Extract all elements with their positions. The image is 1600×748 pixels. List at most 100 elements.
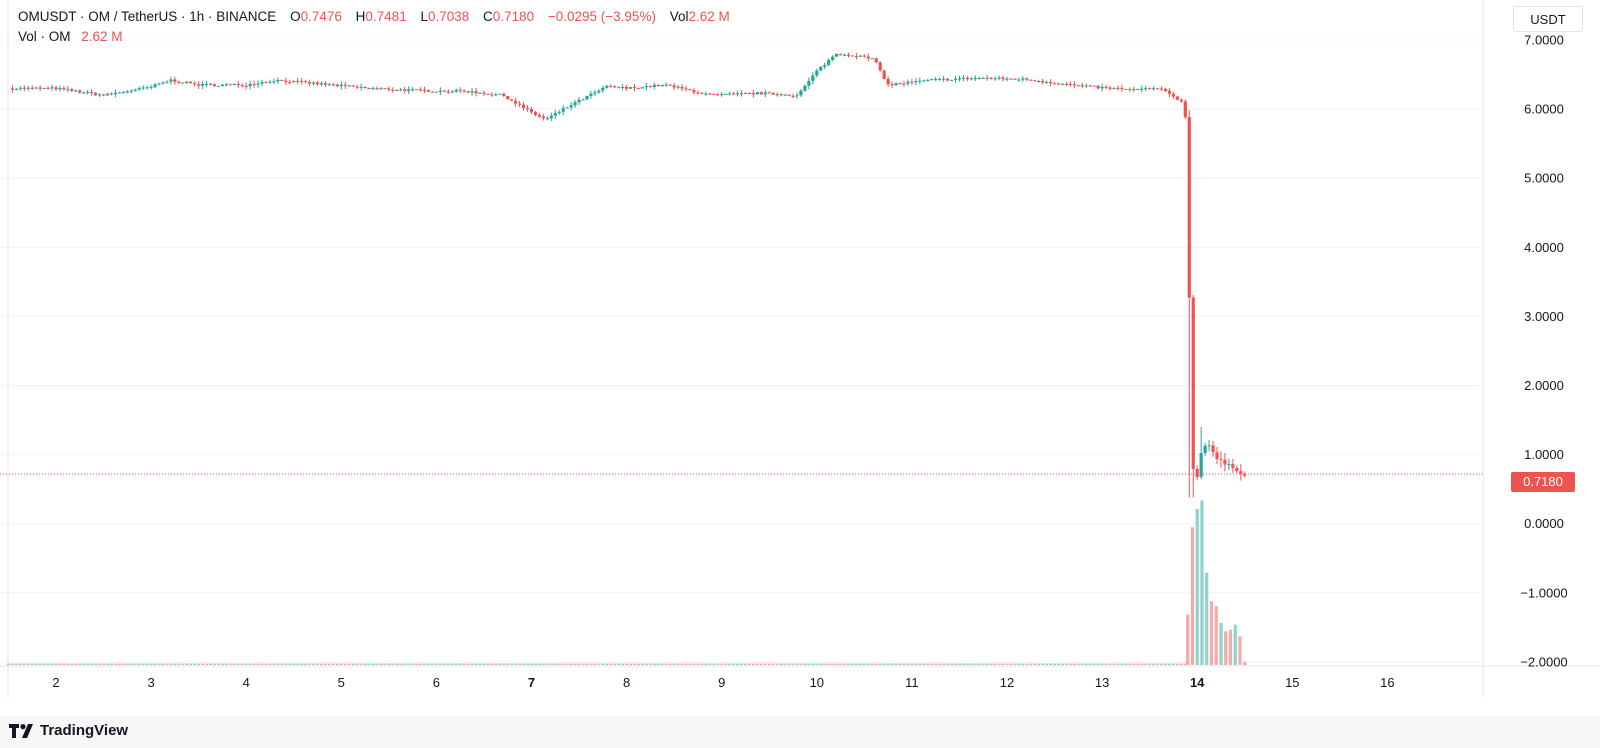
candle-body [1215, 452, 1219, 459]
candle-body [363, 86, 367, 88]
volume-bar [854, 663, 858, 665]
volume-bar [137, 663, 141, 665]
candle-body [997, 77, 1001, 79]
candle-body [787, 94, 791, 96]
volume-bar [490, 663, 494, 665]
candle-body [232, 83, 236, 85]
candle-body [700, 92, 704, 94]
volume-bar [1005, 663, 1009, 665]
tradingview-logo[interactable]: TradingView [9, 722, 128, 739]
candle-body [521, 104, 526, 108]
x-tick-label: 9 [718, 675, 725, 690]
candle-body [914, 81, 918, 83]
volume-bar [1025, 663, 1029, 665]
volume-bar [843, 663, 847, 665]
volume-bar [961, 663, 965, 665]
candle-body [78, 90, 82, 93]
volume-bar [732, 663, 736, 665]
volume-bar [549, 663, 553, 665]
candle-body [141, 87, 145, 89]
candle-body [379, 88, 383, 90]
volume-bar [244, 663, 248, 665]
volume-bar [664, 663, 668, 665]
price-chart[interactable]: 7.0000 6.0000 5.0000 4.0000 3.0000 2.0000 1.00… [0, 0, 1600, 716]
volume-bar [684, 663, 688, 665]
volume-bar [486, 663, 490, 665]
volume-bar [415, 663, 419, 665]
candle-body [244, 85, 248, 87]
volume-bar [133, 663, 137, 665]
volume-bar [173, 663, 177, 665]
volume-bar [545, 663, 549, 665]
volume-bar [886, 663, 890, 665]
y-tick-label: 0.0000 [1524, 516, 1564, 531]
volume-bar [407, 663, 411, 665]
volume-bar [1224, 631, 1228, 665]
volume-bar [256, 663, 260, 665]
candle-body [90, 91, 94, 93]
candle-body [640, 87, 645, 89]
volume-bar [767, 663, 771, 665]
volume-bar [656, 663, 660, 665]
volume-bar [553, 663, 557, 665]
candle-body [208, 83, 213, 85]
candle-body [735, 93, 740, 95]
candle-body [157, 83, 161, 85]
x-tick-label: 2 [52, 675, 59, 690]
symbol-label[interactable]: OMUSDT · OM / TetherUS · 1h · BINANCE [18, 9, 277, 24]
volume-bar [763, 663, 767, 665]
candle-body [949, 79, 954, 81]
volume-bar [605, 663, 609, 665]
volume-bar [327, 663, 331, 665]
candle-body [529, 109, 534, 113]
volume-bar [1084, 663, 1088, 665]
candle-body [985, 77, 989, 79]
candle-body [1175, 96, 1179, 100]
volume-bar [10, 663, 14, 665]
x-tick-label: 4 [243, 675, 250, 690]
volume-bar [38, 663, 42, 665]
volume-bar [1029, 663, 1033, 665]
volume-bar [660, 663, 664, 665]
candle-body [478, 92, 482, 94]
candle-body [993, 78, 997, 80]
volume-bar [339, 663, 343, 665]
volume-bar [232, 663, 236, 665]
candle-body [137, 88, 141, 90]
candle-body [260, 82, 264, 84]
candle-body [1045, 82, 1049, 84]
currency-unit-button[interactable]: USDT [1513, 6, 1583, 32]
candle-body [224, 84, 228, 86]
volume-bar [411, 663, 415, 665]
volume-bar [866, 663, 870, 665]
candle-body [1199, 453, 1203, 477]
candle-body [22, 87, 26, 89]
candle-body [42, 87, 46, 89]
candle-body [537, 114, 542, 117]
candle-body [942, 78, 946, 80]
volume-bar [581, 663, 585, 665]
volume-bar [161, 663, 165, 665]
candle-body [668, 84, 672, 86]
candle-body [169, 79, 173, 82]
volume-bar [561, 663, 565, 665]
volume-bar [862, 663, 866, 665]
candle-body [565, 107, 569, 109]
candle-body [391, 89, 395, 91]
candle-body [1211, 445, 1215, 453]
candle-body [878, 62, 882, 71]
candle-body [197, 84, 201, 86]
candle-body [938, 78, 942, 80]
candle-body [418, 89, 423, 91]
candle-body [343, 84, 347, 86]
candles-group [10, 52, 1247, 498]
candle-body [1155, 88, 1160, 90]
volume-indicator-label[interactable]: Vol · OM [18, 29, 71, 44]
candle-body [1163, 88, 1168, 91]
volume-bar [696, 663, 700, 665]
volume-bar [533, 663, 537, 665]
candle-body [1052, 83, 1057, 85]
candle-body [510, 99, 514, 101]
low-label: L [420, 9, 428, 24]
candle-body [1088, 85, 1092, 87]
